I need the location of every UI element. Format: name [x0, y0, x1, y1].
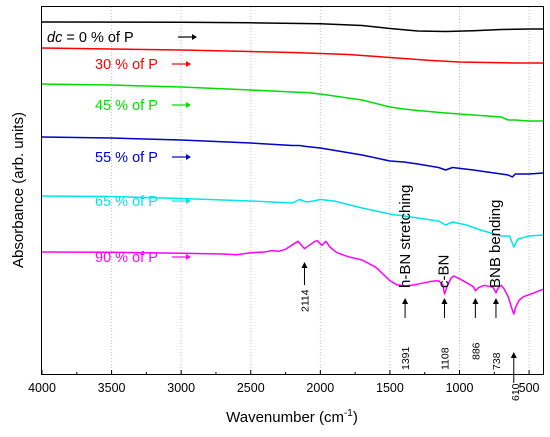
x-axis: 4000 3500 3000 2500 2000 1500 1000 500 [28, 370, 540, 395]
band-label: h-BN stretching [397, 185, 414, 288]
x-tick-label: 500 [519, 381, 540, 395]
y-axis-title: Absorbance (arb. units) [10, 112, 27, 268]
peak-arrowhead [472, 298, 479, 304]
spectra [41, 21, 544, 315]
series-label: 45 % of P [95, 98, 158, 114]
series-line [41, 47, 543, 64]
vertical-gridlines [111, 7, 530, 375]
series-label: 30 % of P [95, 57, 158, 73]
peak-arrowhead [510, 352, 517, 358]
peak-label: 1391 [400, 346, 412, 370]
x-tick-label: 2500 [237, 381, 265, 395]
series-label-arrowhead [192, 34, 197, 40]
series-label: 90 % of P [95, 250, 158, 266]
series-line [41, 195, 544, 248]
x-axis-title-close: ) [353, 409, 358, 426]
series-labels: dc = 0 % of P 30 % of P 45 % of P 55 % of P… [47, 30, 197, 266]
x-tick-label: 2000 [306, 381, 334, 395]
series-label-arrowhead [186, 102, 191, 108]
x-tick-label: 1500 [376, 381, 404, 395]
peak-arrowhead [402, 298, 409, 304]
peak-arrowhead [492, 298, 499, 304]
series-line [41, 83, 543, 122]
peak-label: 2114 [299, 289, 311, 312]
series-label-symbol: dc [47, 30, 63, 46]
peak-label: 610 [510, 383, 522, 401]
series-label: 65 % of P [95, 194, 158, 210]
x-tick-label: 1000 [446, 381, 474, 395]
x-tick-label: 4000 [28, 381, 56, 395]
series-label-arrowhead [186, 154, 191, 160]
plot-frame [41, 6, 544, 375]
series-label-value: = 0 % of P [62, 30, 133, 46]
series-label-arrowhead [186, 254, 191, 260]
x-axis-title-unit-exponent: -1 [344, 408, 353, 419]
series-line [41, 136, 544, 178]
peak-label: 1108 [439, 347, 451, 370]
x-tick-label: 3000 [167, 381, 195, 395]
series-line [41, 239, 544, 315]
series-label: 55 % of P [95, 150, 158, 166]
peak-label: 738 [491, 352, 503, 370]
peak-label: 886 [470, 342, 482, 360]
x-tick-label: 3500 [98, 381, 126, 395]
band-label: c-BN [435, 255, 452, 288]
peak-arrowhead [301, 262, 308, 268]
peak-annotations: 2114 1391 1108 886 738 610 h-BN stretching c-BN… [299, 185, 521, 401]
series-label-arrowhead [186, 61, 191, 67]
peak-arrowhead [441, 298, 448, 304]
band-label: BNB bending [487, 200, 504, 288]
x-axis-title-main: Wavenumber (cm [226, 409, 344, 426]
series-label-arrowhead [186, 198, 191, 204]
x-axis-title: Wavenumber (cm-1) [226, 408, 358, 426]
series-line [41, 21, 543, 33]
series-label: dc = 0 % of P [47, 30, 134, 46]
